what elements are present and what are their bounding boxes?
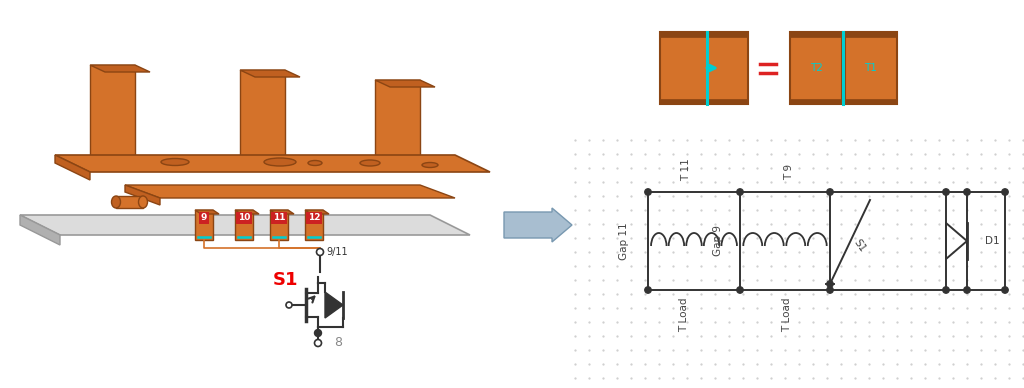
Polygon shape: [305, 210, 329, 214]
Circle shape: [737, 189, 743, 195]
Ellipse shape: [308, 161, 322, 166]
Polygon shape: [240, 70, 285, 157]
Polygon shape: [845, 32, 897, 37]
Polygon shape: [270, 210, 288, 240]
Polygon shape: [660, 32, 748, 37]
Ellipse shape: [138, 196, 147, 208]
Polygon shape: [195, 210, 219, 214]
Polygon shape: [116, 196, 143, 208]
Circle shape: [943, 189, 949, 195]
Circle shape: [314, 329, 322, 336]
Circle shape: [1001, 287, 1009, 293]
Bar: [845, 32, 897, 104]
Ellipse shape: [360, 160, 380, 166]
Circle shape: [645, 287, 651, 293]
Text: 11: 11: [272, 213, 286, 222]
Polygon shape: [270, 210, 294, 214]
Text: 10: 10: [238, 213, 250, 222]
Polygon shape: [125, 185, 455, 198]
Polygon shape: [90, 65, 135, 157]
Polygon shape: [375, 80, 435, 87]
Polygon shape: [90, 65, 150, 72]
Polygon shape: [125, 185, 160, 205]
Circle shape: [314, 340, 322, 346]
Ellipse shape: [112, 196, 121, 208]
Text: D1: D1: [985, 236, 999, 246]
Ellipse shape: [422, 163, 438, 168]
Circle shape: [316, 248, 324, 256]
Text: 9/11: 9/11: [326, 247, 347, 257]
Polygon shape: [305, 210, 323, 240]
Bar: [660, 32, 748, 104]
Polygon shape: [240, 70, 300, 77]
Polygon shape: [195, 210, 213, 240]
Bar: [790, 32, 842, 104]
Text: 9: 9: [201, 213, 207, 222]
Circle shape: [826, 281, 834, 287]
Circle shape: [964, 189, 970, 195]
Polygon shape: [55, 155, 490, 172]
Circle shape: [737, 287, 743, 293]
Circle shape: [826, 287, 834, 293]
Text: T 9: T 9: [784, 164, 794, 180]
Polygon shape: [845, 99, 897, 104]
Text: S1: S1: [852, 238, 868, 254]
FancyArrow shape: [504, 208, 572, 242]
Circle shape: [943, 287, 949, 293]
Polygon shape: [790, 32, 842, 37]
Ellipse shape: [264, 158, 296, 166]
Text: 8: 8: [334, 336, 342, 350]
Text: 12: 12: [308, 213, 321, 222]
Text: T 11: T 11: [681, 159, 691, 181]
Text: T1: T1: [864, 63, 878, 73]
Polygon shape: [234, 210, 259, 214]
Polygon shape: [234, 210, 253, 240]
Circle shape: [645, 189, 651, 195]
Circle shape: [964, 287, 970, 293]
Polygon shape: [20, 215, 60, 245]
Text: Gap 11: Gap 11: [618, 222, 629, 260]
Polygon shape: [55, 155, 90, 180]
Text: T Load: T Load: [782, 298, 792, 332]
Ellipse shape: [161, 159, 189, 166]
Text: T Load: T Load: [679, 298, 689, 332]
Text: T2: T2: [810, 63, 822, 73]
Circle shape: [826, 189, 834, 195]
Polygon shape: [375, 80, 420, 158]
Text: Gap 9: Gap 9: [713, 225, 723, 256]
Text: S1: S1: [272, 271, 298, 289]
Circle shape: [1001, 189, 1009, 195]
Polygon shape: [660, 99, 748, 104]
Circle shape: [286, 302, 292, 308]
Polygon shape: [20, 215, 470, 235]
Polygon shape: [325, 292, 343, 318]
Polygon shape: [790, 99, 842, 104]
